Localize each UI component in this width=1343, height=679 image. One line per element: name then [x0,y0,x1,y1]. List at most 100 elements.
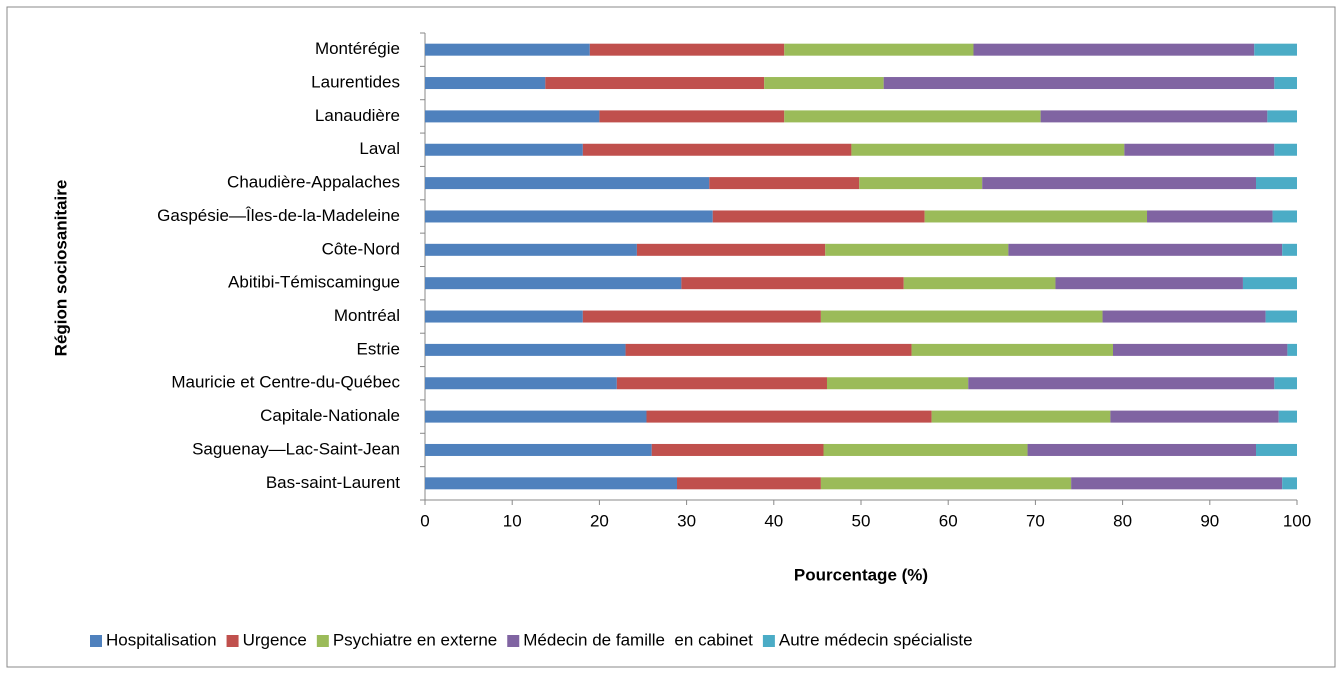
bar-segment [425,310,583,323]
y-axis-title: Région sociosanitaire [51,180,70,357]
bar-segment [820,310,1103,323]
bar-segment [859,177,983,190]
bar-segment [1287,343,1297,356]
legend-label: Hospitalisation [106,630,217,649]
y-tick-label: Montréal [334,306,400,325]
y-tick-label: Abitibi-Témiscamingue [228,273,400,292]
legend-swatch [507,635,520,647]
bar-segment [1282,477,1297,490]
y-tick-label: Saguenay—Lac-Saint-Jean [192,439,400,458]
y-tick-label: Mauricie et Centre-du-Québec [171,373,400,392]
y-tick-label: Laurentides [311,73,400,92]
bar-segment [1274,77,1297,90]
chart-frame [6,6,1336,668]
legend-swatch [90,635,102,647]
y-tick-label: Estrie [357,339,400,358]
bar-segment [582,310,821,323]
bar-segment [784,110,1041,123]
bar-segment [973,43,1255,56]
bar-segment [589,43,785,56]
bar-segment [545,77,765,90]
y-tick-label: Capitale-Nationale [260,406,400,425]
bar-segment [1027,443,1257,456]
bar-segment [1278,410,1297,423]
bar-segment [1071,477,1283,490]
bar-segment [1274,143,1297,156]
legend-label: Urgence [243,630,307,649]
x-tick-label: 90 [1200,511,1219,530]
bar-segment [425,343,626,356]
x-tick-label: 70 [1026,511,1045,530]
bar-segment [425,377,617,390]
bar-segment [1055,277,1243,290]
x-tick-label: 10 [503,511,522,530]
bar-segment [1267,110,1297,123]
x-tick-label: 0 [420,511,429,530]
bar-segment [651,443,824,456]
x-tick-label: 60 [939,511,958,530]
bar-segment [1147,210,1273,223]
legend-swatch [762,635,775,647]
bar-segment [677,477,821,490]
x-tick-label: 80 [1113,511,1132,530]
y-tick-label: Côte-Nord [322,239,400,258]
bar-segment [1040,110,1268,123]
bar-segment [709,177,860,190]
bar-segment [616,377,827,390]
legend-swatch [316,635,329,647]
legend-label: Psychiatre en externe [333,630,497,649]
bar-segment [820,477,1072,490]
bar-segment [982,177,1257,190]
bar-segment [425,177,710,190]
bar-segment [784,43,974,56]
bar-segment [681,277,904,290]
x-tick-label: 100 [1283,511,1311,530]
bar-segment [425,77,546,90]
bar-segment [425,43,590,56]
bar-segment [712,210,925,223]
y-tick-label: Laval [359,139,400,158]
bar-segment [968,377,1275,390]
bar-segment [826,377,969,390]
x-tick-label: 40 [764,511,783,530]
bar-segment [425,110,600,123]
bar-segment [636,243,826,256]
bar-segment [1113,343,1288,356]
bar-segment [425,143,583,156]
bar-segment [1110,410,1279,423]
bar-segment [425,410,647,423]
y-tick-label: Gaspésie—Îles-de-la-Madeleine [157,206,400,225]
bar-segment [1282,243,1297,256]
bar-segment [425,277,682,290]
legend-label: Autre médecin spécialiste [779,630,973,649]
bar-segment [823,443,1028,456]
bar-segment [1124,143,1275,156]
legend-label: Médecin de famille en cabinet [523,630,753,649]
bar-segment [425,477,678,490]
bar-segment [425,210,713,223]
bar-segment [1254,43,1297,56]
y-tick-label: Lanaudière [315,106,400,125]
y-tick-label: Chaudière-Appalaches [227,173,400,192]
bar-segment [924,210,1148,223]
bar-segment [851,143,1125,156]
bar-segment [1008,243,1283,256]
bar-segment [1265,310,1297,323]
x-tick-label: 20 [590,511,609,530]
x-tick-label: 30 [677,511,696,530]
x-axis-title: Pourcentage (%) [794,565,928,584]
y-tick-label: Montérégie [315,39,400,58]
bar-segment [599,110,785,123]
bar-segment [1272,210,1297,223]
bar-segment [1102,310,1266,323]
bar-segment [646,410,932,423]
legend-swatch [226,635,239,647]
y-tick-label: Bas-saint-Laurent [266,473,400,492]
bar-segment [903,277,1056,290]
bar-segment [625,343,912,356]
x-tick-label: 50 [852,511,871,530]
bar-segment [911,343,1114,356]
bar-segment [425,443,652,456]
bar-segment [1256,443,1297,456]
